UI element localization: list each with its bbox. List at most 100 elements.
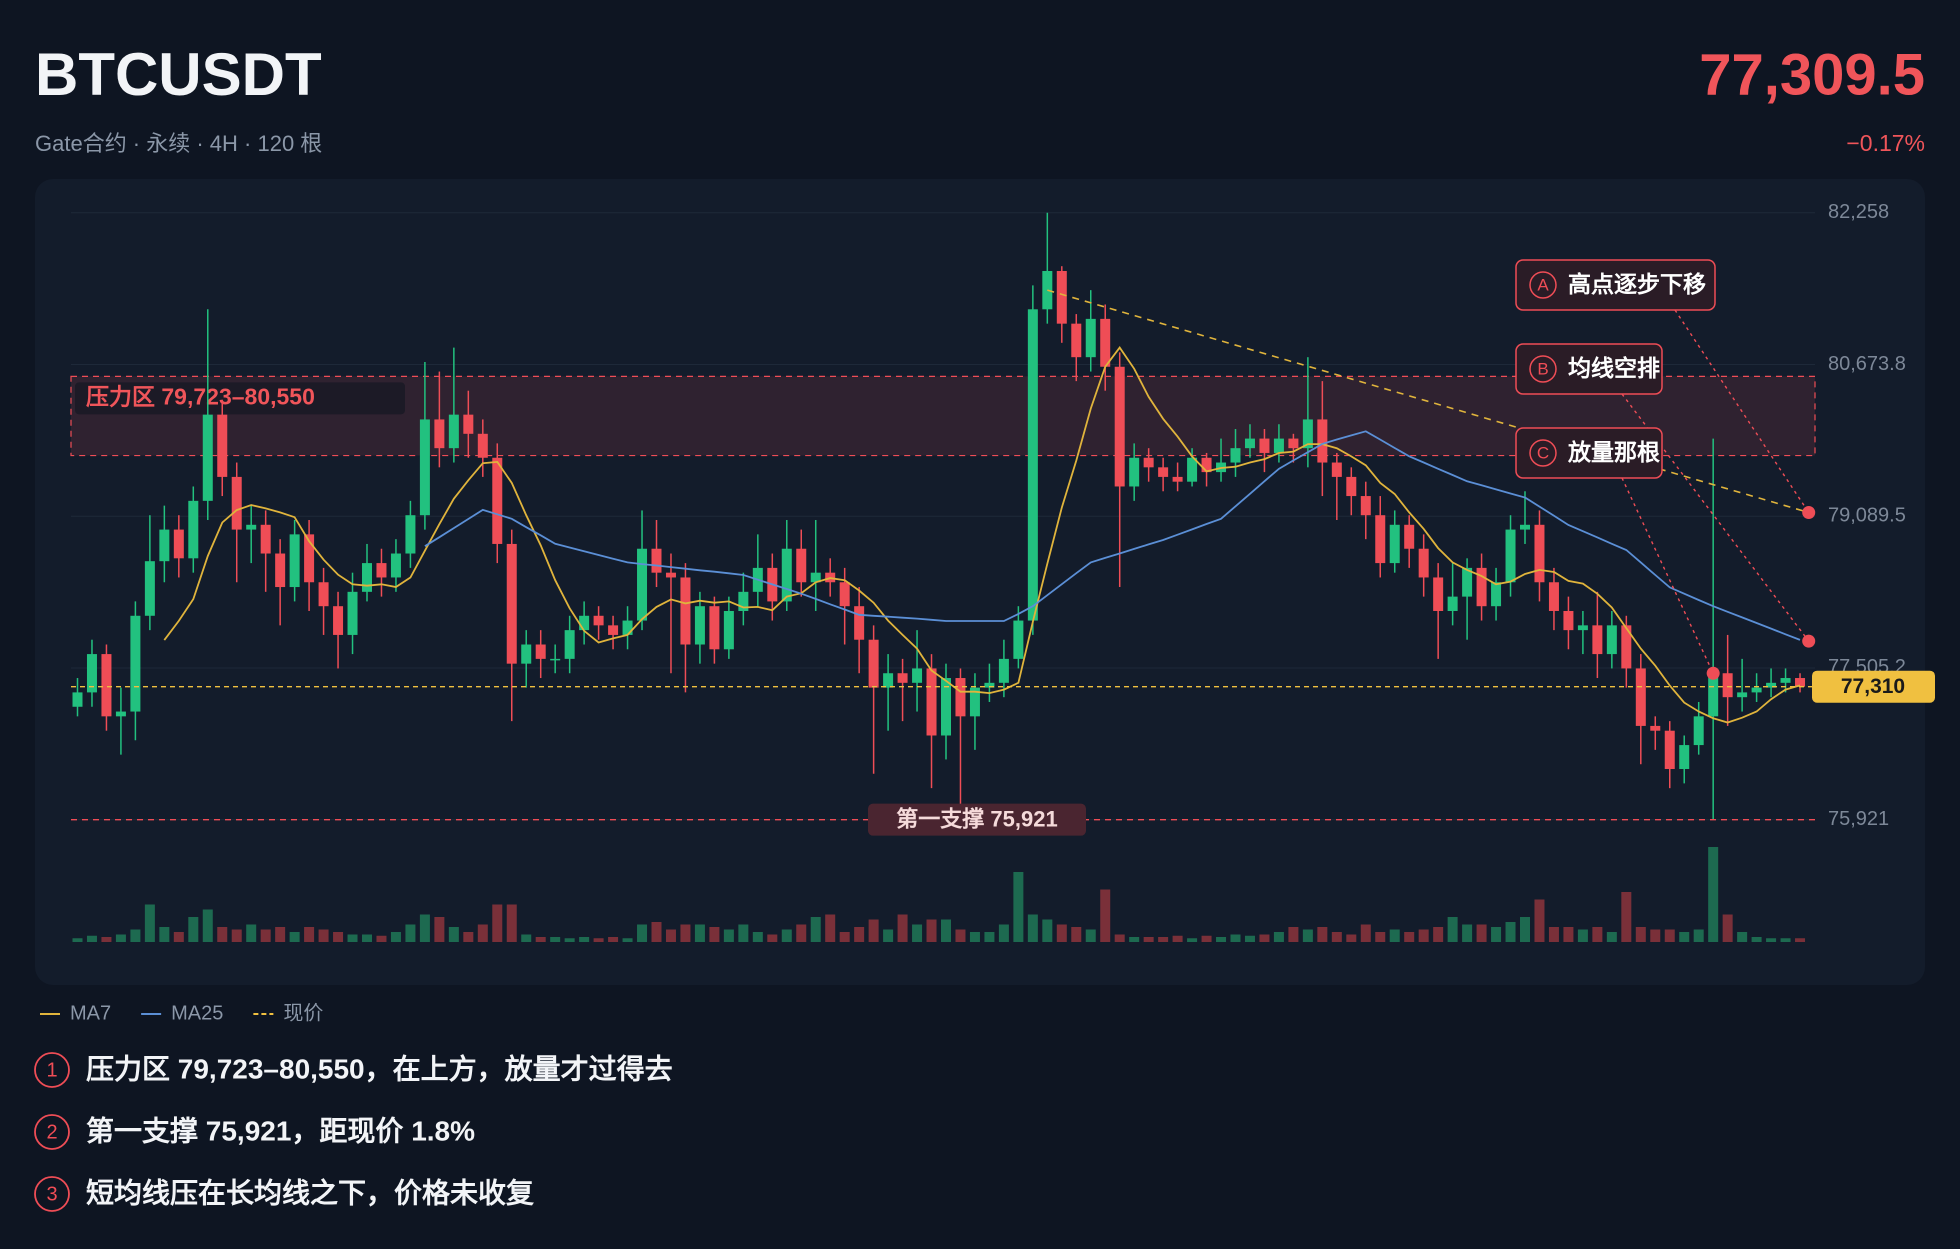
candle-body xyxy=(651,548,662,573)
candle-body xyxy=(941,678,951,736)
candle-body xyxy=(405,515,416,554)
callout-marker-ring xyxy=(1529,439,1557,467)
callout-label: 高点逐步下移 xyxy=(1568,271,1706,297)
candle-body xyxy=(159,529,170,562)
volume-bar xyxy=(202,909,213,942)
volume-bar xyxy=(1418,929,1429,942)
volume-bar xyxy=(1172,935,1183,942)
volume-bar xyxy=(680,924,691,942)
legend-label: MA7 xyxy=(70,1002,111,1024)
volume-bar xyxy=(781,929,792,942)
last-price-tag xyxy=(1812,670,1935,703)
notes: 1 压力区 79,723–80,550，在上方，放量才过得去 2 第一支撑 75,92… xyxy=(34,1052,673,1212)
candle-body xyxy=(260,524,271,554)
last-price: 77,309.5 xyxy=(1699,42,1925,107)
volume-bar xyxy=(825,914,836,942)
candle-body xyxy=(1172,476,1183,482)
volume-bar xyxy=(1577,929,1588,942)
support-label: 第一支撑 75,921 xyxy=(896,806,1057,831)
candle-body xyxy=(101,654,112,717)
volume-bar xyxy=(955,929,966,942)
candle-body xyxy=(217,414,228,477)
volume-bar xyxy=(1491,927,1502,942)
volume-bar xyxy=(419,914,430,942)
candle-body xyxy=(1346,476,1357,497)
candle-body xyxy=(1577,625,1588,631)
candle-body xyxy=(188,500,199,559)
candle-body xyxy=(665,572,676,578)
volume-bar xyxy=(115,934,126,942)
volume-bar xyxy=(694,924,705,942)
volume-bar xyxy=(1042,919,1053,942)
candle-body xyxy=(535,644,546,659)
candle-body xyxy=(1722,673,1733,698)
candle-body xyxy=(1795,678,1806,687)
volume-bar xyxy=(1737,932,1748,942)
volume-bar xyxy=(231,929,242,942)
candle-body xyxy=(1606,625,1617,655)
candle-body xyxy=(810,572,821,583)
symbol-title: BTCUSDT xyxy=(35,41,322,108)
ma-line xyxy=(424,430,1801,641)
ma-line xyxy=(163,346,1801,724)
chart-panel xyxy=(35,179,1925,985)
candle-body xyxy=(521,644,532,664)
volume-bar xyxy=(810,917,821,942)
volume-bar xyxy=(1129,937,1140,942)
note-marker-ring xyxy=(34,1176,70,1212)
candle-body xyxy=(1158,467,1169,477)
candle-body xyxy=(1491,582,1502,607)
volume-bar xyxy=(897,914,908,942)
callout-target xyxy=(1706,666,1720,680)
volume-bar xyxy=(1693,929,1704,942)
volume-bar xyxy=(608,937,619,942)
volume-bar xyxy=(969,932,980,942)
volume-bar xyxy=(1027,914,1038,942)
candle-body xyxy=(1230,448,1241,463)
volume-bar xyxy=(839,932,850,942)
candle-body xyxy=(564,630,575,659)
candle-body xyxy=(550,658,561,661)
candle-body xyxy=(1563,610,1574,631)
legend: MA7 MA25 现价 xyxy=(40,1002,323,1024)
volume-bar xyxy=(1462,924,1473,942)
callout-label: 均线空排 xyxy=(1568,355,1660,381)
volume-bar xyxy=(289,932,300,942)
volume-bar xyxy=(709,927,720,942)
volume-bar xyxy=(188,917,199,942)
volume-bar xyxy=(159,927,170,942)
volume-bar xyxy=(1534,899,1545,942)
volume-bar xyxy=(1679,932,1690,942)
volume-bar xyxy=(1230,934,1241,942)
candle-body xyxy=(1650,725,1661,731)
callout-leader xyxy=(1621,477,1714,674)
candle-body xyxy=(1548,582,1559,611)
candle-body xyxy=(1693,716,1704,746)
volume-bar xyxy=(1244,935,1255,942)
volume-bar xyxy=(1795,938,1806,942)
callout-marker: B xyxy=(1537,359,1548,378)
candle-body xyxy=(1027,309,1038,621)
candle-body xyxy=(1679,745,1690,770)
callout-marker: C xyxy=(1537,443,1549,462)
note-text: 压力区 79,723–80,550，在上方，放量才过得去 xyxy=(86,1052,673,1084)
candle-body xyxy=(1143,457,1154,468)
candle-body xyxy=(318,582,329,607)
zone-label-bg xyxy=(75,382,405,415)
candle-body xyxy=(463,414,474,434)
volume-bar xyxy=(1360,924,1371,942)
candle-body xyxy=(680,577,691,645)
candle-body xyxy=(304,534,315,583)
candle-body xyxy=(1780,678,1791,683)
candle-body xyxy=(912,668,923,683)
volume-bar xyxy=(723,929,734,942)
candle-body xyxy=(781,548,792,602)
volume-bar xyxy=(1375,932,1386,942)
candle-body xyxy=(984,682,995,688)
candle-body xyxy=(1288,438,1299,449)
candle-body xyxy=(492,457,503,544)
volume-bar xyxy=(926,919,937,942)
candle-body xyxy=(1534,524,1545,583)
volume-bar xyxy=(1317,927,1328,942)
